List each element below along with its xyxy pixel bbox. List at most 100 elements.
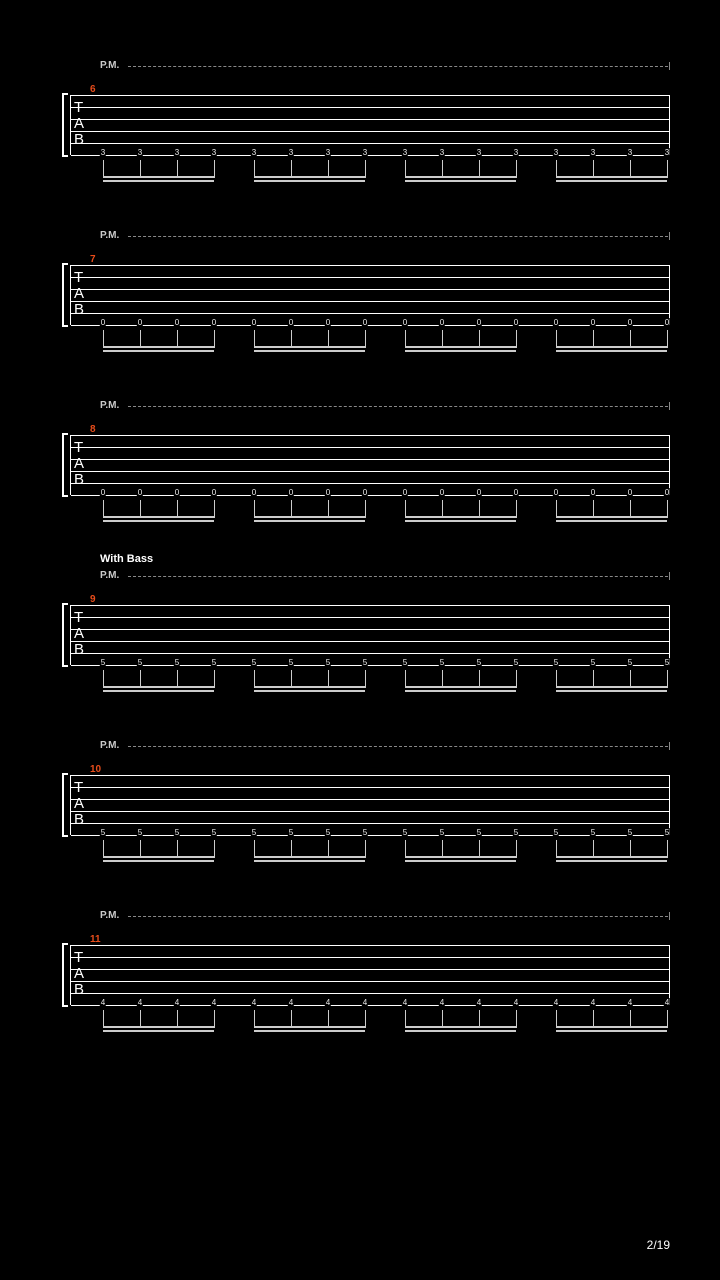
stem [365,330,366,348]
string-line [71,787,669,788]
staff-bracket [62,433,68,497]
string-line [71,447,669,448]
beam-group [103,686,214,692]
measure-number: 11 [90,934,101,945]
fret-number: 0 [288,318,294,327]
fret-number: 0 [137,488,143,497]
stem [516,500,517,518]
measure-number: 10 [90,764,101,775]
palm-mute-label: P.M. [100,740,119,751]
fret-number: 5 [174,828,180,837]
stem [516,670,517,688]
beam-group [254,856,365,862]
stem [516,840,517,858]
fret-number: 5 [402,658,408,667]
fret-number: 4 [100,998,106,1007]
palm-mute-line [128,916,668,917]
stem [365,160,366,178]
string-line [71,981,669,982]
stem [214,160,215,178]
stem [667,1010,668,1028]
fret-number: 4 [137,998,143,1007]
string-line [71,435,669,436]
fret-number: 4 [288,998,294,1007]
tab-clef: TAB [74,270,88,320]
staff-bracket [62,93,68,157]
fret-number: 4 [513,998,519,1007]
palm-mute-line [128,746,668,747]
beam-group [254,686,365,692]
fret-number: 0 [288,488,294,497]
beam-group [405,1026,516,1032]
fret-number: 3 [362,148,368,157]
beam-group [556,516,667,522]
staff-bracket [62,773,68,837]
fret-number: 5 [100,658,106,667]
tab-staff [70,95,670,155]
fret-number: 0 [627,488,633,497]
fret-number: 0 [402,318,408,327]
rhythm-stems [70,330,670,360]
string-line [71,629,669,630]
beam-group [556,346,667,352]
fret-number: 5 [100,828,106,837]
string-line [71,95,669,96]
fret-number: 0 [476,318,482,327]
fret-number: 0 [325,488,331,497]
beam-group [405,516,516,522]
fret-number: 5 [439,658,445,667]
beam-group [103,346,214,352]
fret-number: 0 [627,318,633,327]
palm-mute-label: P.M. [100,230,119,241]
fret-number: 4 [211,998,217,1007]
string-line [71,945,669,946]
fret-number: 0 [590,318,596,327]
fret-number: 5 [513,828,519,837]
fret-number: 5 [362,828,368,837]
fret-number: 3 [325,148,331,157]
string-line [71,993,669,994]
beam-group [405,176,516,182]
palm-mute-label: P.M. [100,60,119,71]
palm-mute-line [128,576,668,577]
palm-mute-label: P.M. [100,400,119,411]
fret-number: 0 [100,318,106,327]
fret-number: 3 [174,148,180,157]
staff-bracket [62,263,68,327]
palm-mute-line [128,66,668,67]
fret-number: 5 [627,828,633,837]
fret-number: 0 [211,488,217,497]
fret-number: 0 [174,488,180,497]
tab-clef: TAB [74,950,88,1000]
beam-group [103,856,214,862]
string-line [71,483,669,484]
fret-number: 5 [325,658,331,667]
tab-staff [70,775,670,835]
palm-mute-line [128,236,668,237]
tab-measure: P.M.6TAB3333333333333333 [60,60,680,195]
fret-number: 0 [251,488,257,497]
stem [214,670,215,688]
fret-number: 4 [627,998,633,1007]
fret-number: 3 [100,148,106,157]
stem [667,160,668,178]
fret-number: 0 [362,488,368,497]
fret-number: 5 [362,658,368,667]
fret-number: 3 [402,148,408,157]
string-line [71,775,669,776]
palm-mute-label: P.M. [100,570,119,581]
fret-number: 3 [251,148,257,157]
rhythm-stems [70,1010,670,1040]
fret-number: 5 [137,658,143,667]
stem [214,1010,215,1028]
string-line [71,119,669,120]
staff-bracket [62,603,68,667]
fret-number: 0 [251,318,257,327]
string-line [71,823,669,824]
stem [516,160,517,178]
page-number: 2/19 [647,1238,670,1252]
section-label: With Bass [100,553,153,565]
beam-group [556,176,667,182]
fret-number: 5 [513,658,519,667]
fret-number: 5 [553,658,559,667]
